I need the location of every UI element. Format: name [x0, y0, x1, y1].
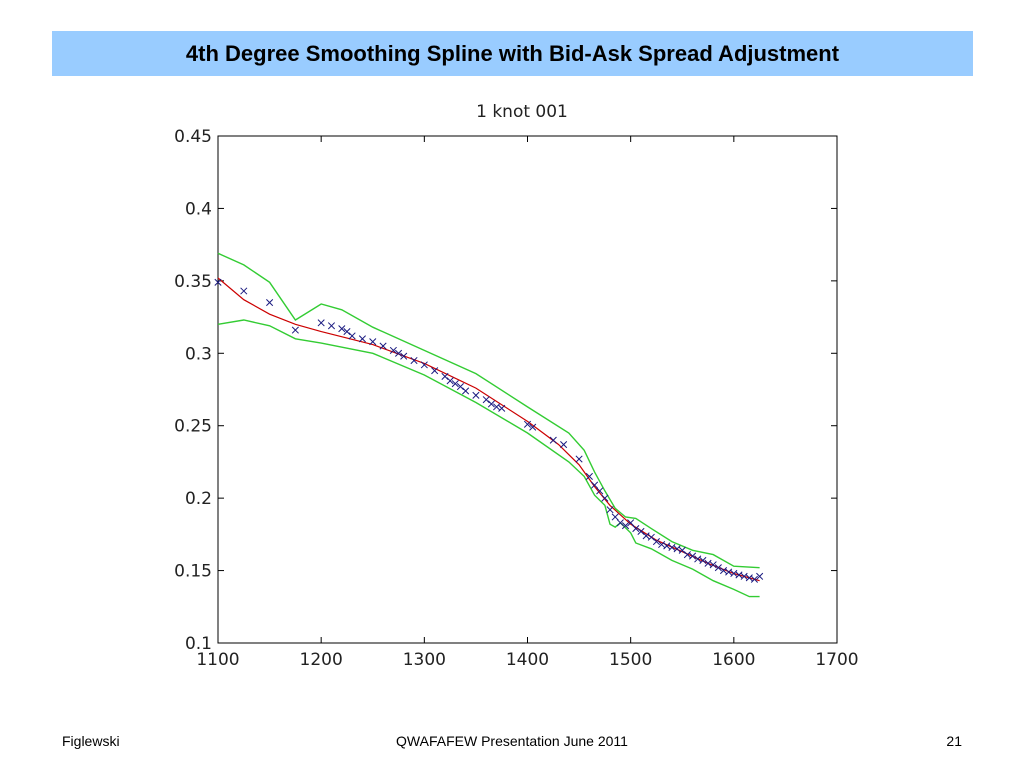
data-point-marker: [214, 278, 222, 286]
data-point-marker: [487, 400, 495, 408]
data-point-marker: [343, 328, 351, 336]
x-tick-label: 1100: [196, 650, 239, 670]
data-point-marker: [694, 555, 702, 563]
title-banner: 4th Degree Smoothing Spline with Bid-Ask…: [52, 31, 973, 76]
slide-title: 4th Degree Smoothing Spline with Bid-Ask…: [185, 40, 840, 66]
marker-layer: [214, 278, 764, 583]
data-point-marker: [529, 423, 537, 431]
data-point-marker: [317, 319, 325, 327]
data-point-marker: [549, 436, 557, 444]
bands-layer: [217, 252, 760, 598]
footer-presentation: QWAFAFEW Presentation June 2011: [396, 733, 628, 749]
data-point-marker: [482, 396, 490, 404]
data-point-marker: [730, 569, 738, 578]
fitted-spline-line: [217, 277, 760, 582]
data-point-marker: [400, 352, 408, 360]
x-tick-label: 1200: [300, 650, 343, 670]
data-point-marker: [348, 332, 356, 340]
y-tick-label: 0.3: [185, 344, 212, 364]
y-tick-label: 0.4: [185, 199, 212, 219]
data-point-marker: [611, 513, 619, 521]
x-tick-label: 1600: [712, 650, 755, 670]
data-point-marker: [379, 342, 387, 350]
x-tick-label: 1300: [403, 650, 446, 670]
data-point-marker: [451, 380, 459, 388]
lower-band-line: [217, 319, 760, 598]
data-point-marker: [240, 287, 248, 295]
data-point-marker: [658, 540, 666, 549]
data-point-marker: [606, 506, 614, 514]
data-point-marker: [668, 543, 676, 551]
data-point-marker: [389, 346, 397, 354]
data-point-marker: [740, 572, 748, 580]
y-tick-label: 0.45: [174, 127, 212, 147]
data-point-marker: [678, 546, 686, 554]
data-point-marker: [725, 568, 733, 576]
fit-layer: [217, 277, 760, 582]
data-point-marker: [585, 472, 593, 480]
data-point-marker: [291, 326, 299, 334]
data-point-marker: [410, 356, 418, 365]
data-point-marker: [735, 571, 743, 579]
page-number: 21: [946, 733, 962, 749]
data-point-marker: [689, 552, 697, 560]
upper-band-line: [217, 252, 760, 569]
data-point-marker: [673, 545, 681, 553]
y-tick-label: 0.1: [185, 634, 212, 654]
data-point-marker: [704, 559, 712, 567]
data-point-marker: [472, 391, 480, 399]
data-point-marker: [652, 538, 661, 546]
data-point-marker: [637, 527, 645, 536]
x-tick-label: 1400: [506, 650, 549, 670]
data-point-marker: [327, 322, 336, 330]
data-point-marker: [714, 564, 722, 572]
x-tick-label: 1700: [815, 650, 858, 670]
data-point-marker: [647, 533, 655, 541]
data-point-marker: [431, 367, 439, 375]
data-point-marker: [719, 567, 728, 575]
data-point-marker: [394, 349, 403, 357]
y-tick-label: 0.15: [174, 562, 212, 582]
data-point-marker: [642, 532, 650, 540]
x-tick-label: 1500: [609, 650, 652, 670]
axes-layer: 1100 1200 1300 1400 1500 1600 1700 0.1 0.15 0.2 0.…: [174, 127, 858, 670]
data-point-marker: [560, 440, 568, 449]
data-point-marker: [627, 519, 635, 527]
data-point-marker: [683, 551, 691, 559]
y-tick-label: 0.25: [174, 417, 212, 437]
data-point-marker: [369, 338, 377, 346]
data-point-marker: [756, 572, 764, 580]
data-point-marker: [616, 519, 624, 527]
data-point-marker: [358, 335, 366, 343]
data-point-marker: [745, 574, 753, 582]
data-point-marker: [338, 325, 346, 333]
data-point-marker: [498, 404, 506, 412]
plot-frame: [217, 135, 838, 644]
data-point-marker: [462, 387, 470, 395]
data-point-marker: [446, 377, 454, 385]
data-point-marker: [699, 556, 707, 564]
data-point-marker: [621, 522, 630, 530]
data-point-marker: [709, 561, 717, 569]
y-tick-label: 0.35: [174, 272, 212, 292]
data-point-marker: [632, 525, 640, 533]
data-point-marker: [601, 494, 609, 502]
data-point-marker: [663, 542, 671, 550]
y-tick-label: 0.2: [185, 489, 212, 509]
data-point-marker: [523, 420, 532, 428]
chart-container: 1 knot 001 1100 1200 1300 1400 1500 1600 1700 0…: [150, 88, 880, 678]
data-point-marker: [266, 299, 274, 307]
data-point-marker: [575, 455, 583, 463]
data-point-marker: [456, 383, 464, 391]
data-point-marker: [492, 403, 501, 411]
data-point-marker: [591, 481, 599, 489]
data-point-marker: [441, 372, 449, 381]
data-point-marker: [750, 575, 759, 583]
chart-title: 1 knot 001: [476, 102, 568, 122]
footer-author: Figlewski: [62, 733, 120, 749]
data-point-marker: [596, 487, 604, 495]
chart-svg: 1 knot 001 1100 1200 1300 1400 1500 1600 1700 0…: [174, 102, 858, 670]
data-point-marker: [420, 361, 428, 369]
